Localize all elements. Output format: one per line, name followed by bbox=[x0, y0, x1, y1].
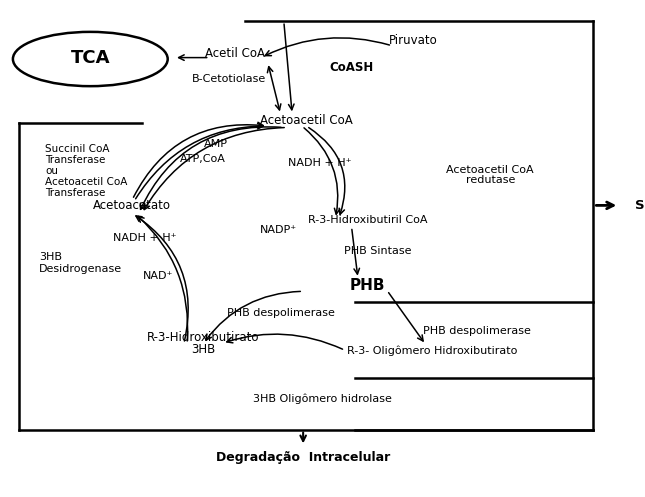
Text: Acetoacetil CoA: Acetoacetil CoA bbox=[446, 165, 534, 175]
Text: Succinil CoA: Succinil CoA bbox=[45, 144, 110, 154]
Text: NADH + H⁺: NADH + H⁺ bbox=[288, 158, 351, 168]
Text: B-Cetotiolase: B-Cetotiolase bbox=[192, 74, 266, 84]
Text: PHB Sintase: PHB Sintase bbox=[344, 246, 411, 256]
Text: NAD⁺: NAD⁺ bbox=[143, 271, 174, 281]
Text: R-3-Hidroxibutirato: R-3-Hidroxibutirato bbox=[147, 331, 259, 344]
Text: Síntese: Síntese bbox=[635, 199, 645, 212]
Text: Acetil CoA: Acetil CoA bbox=[205, 47, 266, 60]
Text: ATP,CoA: ATP,CoA bbox=[180, 154, 226, 164]
Text: Acetoacetil CoA: Acetoacetil CoA bbox=[260, 114, 353, 127]
Text: NADP⁺: NADP⁺ bbox=[259, 225, 297, 235]
Text: Desidrogenase: Desidrogenase bbox=[39, 264, 122, 274]
Text: Transferase: Transferase bbox=[45, 155, 106, 165]
Text: NADH + H⁺: NADH + H⁺ bbox=[114, 234, 177, 244]
Text: 3HB: 3HB bbox=[191, 343, 215, 356]
Text: CoASH: CoASH bbox=[330, 61, 373, 74]
Text: PHB: PHB bbox=[350, 278, 386, 293]
Text: 3HB Oligômero hidrolase: 3HB Oligômero hidrolase bbox=[253, 394, 392, 404]
Text: Transferase: Transferase bbox=[45, 188, 106, 198]
Text: R-3-Hidroxibutiril CoA: R-3-Hidroxibutiril CoA bbox=[308, 215, 428, 225]
Text: Acetoacetil CoA: Acetoacetil CoA bbox=[45, 177, 128, 187]
Text: Piruvato: Piruvato bbox=[388, 34, 437, 47]
Text: redutase: redutase bbox=[466, 175, 515, 185]
Text: Degradação  Intracelular: Degradação Intracelular bbox=[216, 451, 390, 464]
Text: 3HB: 3HB bbox=[39, 252, 62, 262]
Text: R-3- Oligômero Hidroxibutirato: R-3- Oligômero Hidroxibutirato bbox=[347, 345, 517, 355]
Text: AMP: AMP bbox=[204, 139, 228, 149]
Text: Acetoacetato: Acetoacetato bbox=[94, 199, 171, 212]
Text: PHB despolimerase: PHB despolimerase bbox=[423, 326, 531, 335]
Text: TCA: TCA bbox=[70, 49, 110, 67]
Text: ou: ou bbox=[45, 166, 58, 176]
Text: PHB despolimerase: PHB despolimerase bbox=[226, 308, 335, 318]
